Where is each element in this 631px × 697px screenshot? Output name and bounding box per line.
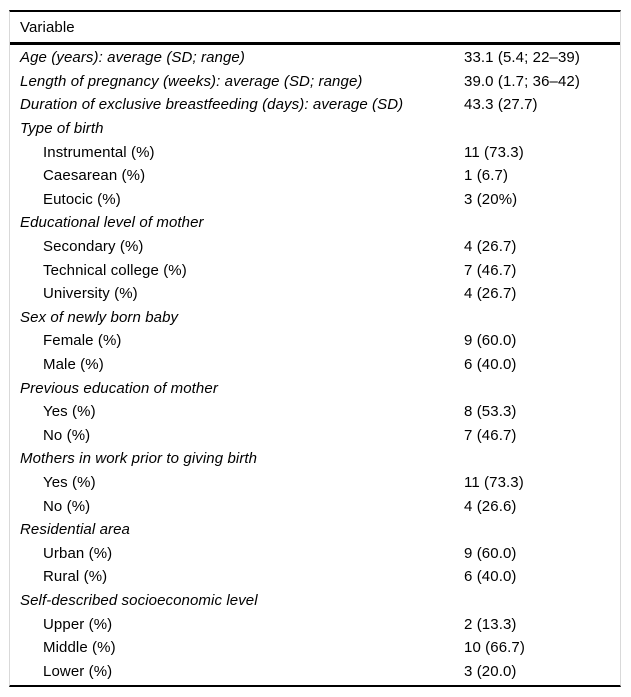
table-row: Type of birth — [10, 117, 620, 141]
row-value: 1 (6.7) — [464, 167, 509, 185]
row-value: 7 (46.7) — [464, 261, 517, 279]
table-row: Sex of newly born baby — [10, 306, 620, 330]
row-label: Self-described socioeconomic level — [20, 591, 258, 609]
table-row: Caesarean (%) 1 (6.7) — [10, 164, 620, 188]
table-row: Mothers in work prior to giving birth — [10, 447, 620, 471]
table-row: Middle (%) 10 (66.7) — [10, 636, 620, 660]
table-row: Technical college (%) 7 (46.7) — [10, 258, 620, 282]
row-label: Technical college (%) — [43, 261, 187, 279]
row-value: 33.1 (5.4; 22–39) — [464, 49, 580, 67]
table-row: Rural (%) 6 (40.0) — [10, 565, 620, 589]
row-label: Male (%) — [43, 356, 104, 374]
row-value: 3 (20%) — [464, 190, 518, 208]
row-label: Lower (%) — [43, 662, 113, 680]
row-value: 4 (26.7) — [464, 238, 517, 256]
table-row: Eutocic (%) 3 (20%) — [10, 188, 620, 212]
row-label: Type of birth — [20, 120, 104, 138]
row-label: Age (years): average (SD; range) — [20, 49, 245, 67]
row-value: 11 (73.3) — [464, 473, 524, 491]
row-value: 9 (60.0) — [464, 332, 517, 350]
row-value: 7 (46.7) — [464, 426, 517, 444]
table-row: Residential area — [10, 518, 620, 542]
table-row: No (%) 7 (46.7) — [10, 424, 620, 448]
table-header-row: Variable — [10, 12, 620, 45]
row-value: 6 (40.0) — [464, 356, 517, 374]
row-label: Secondary (%) — [43, 238, 144, 256]
table-row: Previous education of mother — [10, 376, 620, 400]
row-label: Length of pregnancy (weeks): average (SD… — [20, 72, 363, 90]
row-value: 8 (53.3) — [464, 403, 517, 421]
row-label: Upper (%) — [43, 615, 113, 633]
row-label: Mothers in work prior to giving birth — [20, 450, 258, 468]
column-header-variable: Variable — [20, 18, 75, 36]
row-value: 3 (20.0) — [464, 662, 517, 680]
table-row: Instrumental (%) 11 (73.3) — [10, 140, 620, 164]
table-row: No (%) 4 (26.6) — [10, 494, 620, 518]
row-value: 9 (60.0) — [464, 544, 517, 562]
row-label: Rural (%) — [43, 568, 108, 586]
row-label: Sex of newly born baby — [20, 308, 179, 326]
row-label: Female (%) — [43, 332, 122, 350]
row-label: No (%) — [43, 497, 91, 515]
row-label: Yes (%) — [43, 473, 96, 491]
row-label: Educational level of mother — [20, 214, 204, 232]
row-value: 43.3 (27.7) — [464, 96, 538, 114]
row-value: 11 (73.3) — [464, 143, 524, 161]
table-row: Urban (%) 9 (60.0) — [10, 541, 620, 565]
table-row: Age (years): average (SD; range) 33.1 (5… — [10, 46, 620, 70]
table-row: University (%) 4 (26.7) — [10, 282, 620, 306]
row-value: 4 (26.7) — [464, 285, 517, 303]
row-label: Instrumental (%) — [43, 143, 155, 161]
row-label: No (%) — [43, 426, 91, 444]
table-body: Age (years): average (SD; range) 33.1 (5… — [10, 45, 620, 685]
row-value: 39.0 (1.7; 36–42) — [464, 72, 580, 90]
table-row: Yes (%) 11 (73.3) — [10, 471, 620, 495]
row-label: Previous education of mother — [20, 379, 218, 397]
row-label: Duration of exclusive breastfeeding (day… — [20, 96, 404, 114]
table-row: Educational level of mother — [10, 211, 620, 235]
table-row: Female (%) 9 (60.0) — [10, 329, 620, 353]
row-value: 6 (40.0) — [464, 568, 517, 586]
row-label: Middle (%) — [43, 639, 116, 657]
table-row: Lower (%) 3 (20.0) — [10, 659, 620, 683]
table-row: Upper (%) 2 (13.3) — [10, 612, 620, 636]
table-row: Secondary (%) 4 (26.7) — [10, 235, 620, 259]
row-value: 4 (26.6) — [464, 497, 517, 515]
table-row: Male (%) 6 (40.0) — [10, 353, 620, 377]
row-label: Residential area — [20, 521, 130, 539]
table-row: Length of pregnancy (weeks): average (SD… — [10, 70, 620, 94]
row-label: Yes (%) — [43, 403, 96, 421]
row-label: University (%) — [43, 285, 138, 303]
table-row: Duration of exclusive breastfeeding (day… — [10, 93, 620, 117]
row-label: Urban (%) — [43, 544, 113, 562]
row-value: 10 (66.7) — [464, 639, 525, 657]
row-label: Eutocic (%) — [43, 190, 121, 208]
row-value: 2 (13.3) — [464, 615, 517, 633]
table-row: Yes (%) 8 (53.3) — [10, 400, 620, 424]
row-label: Caesarean (%) — [43, 167, 146, 185]
table-row: Self-described socioeconomic level — [10, 589, 620, 613]
demographics-table: Variable Age (years): average (SD; range… — [9, 10, 621, 688]
